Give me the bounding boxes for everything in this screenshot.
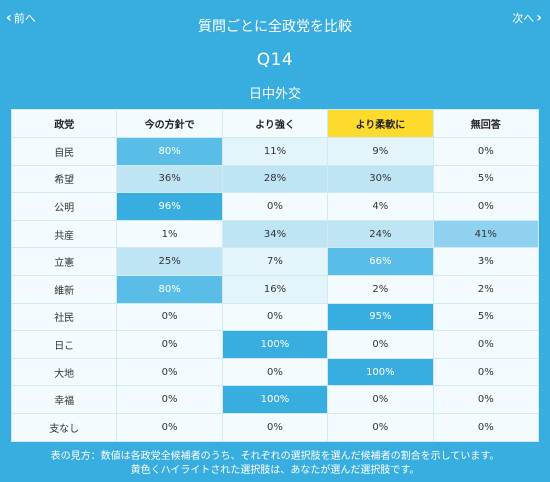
table-row: 日こ 0% 100% 0% 0%	[10, 330, 540, 359]
table-row: 共産 1% 34% 24% 41%	[10, 219, 540, 249]
table-row: 立憲 25% 7% 66% 3%	[10, 247, 540, 276]
percentage-cell: 2%	[432, 274, 540, 304]
party-name-cell: 維新	[10, 274, 118, 304]
percentage-cell: 25%	[116, 247, 223, 276]
question-number: Q14	[256, 50, 294, 70]
percentage-cell: 16%	[221, 274, 329, 304]
table-legend: 表の見方：数値は各政党全候補者のうち、それぞれの選択肢を選んだ候補者の割合を示し…	[0, 450, 550, 478]
percentage-cell: 80%	[116, 274, 223, 304]
percentage-cell: 96%	[116, 192, 223, 221]
results-table: 政党 今の方針で より強く より柔軟に 無回答 自民 80% 11% 9% 0% 希望 36…	[10, 109, 540, 442]
table-row: 社民 0% 0% 95% 5%	[10, 302, 540, 332]
column-header-current-policy: 今の方針で	[116, 109, 223, 138]
party-name-cell: 大地	[10, 357, 118, 387]
table-row: 支なし 0% 0% 0% 0%	[10, 412, 540, 442]
table-row: 希望 36% 28% 30% 5%	[10, 164, 540, 194]
percentage-cell: 9%	[327, 137, 434, 166]
percentage-cell: 30%	[327, 164, 434, 194]
percentage-cell: 24%	[327, 219, 434, 249]
percentage-cell: 0%	[116, 412, 223, 442]
party-name-cell: 公明	[10, 192, 118, 221]
percentage-cell: 41%	[432, 219, 540, 249]
table-header-row: 政党 今の方針で より強く より柔軟に 無回答	[10, 109, 540, 138]
percentage-cell: 0%	[432, 357, 540, 387]
percentage-cell: 0%	[327, 385, 434, 414]
percentage-cell: 0%	[116, 330, 223, 359]
percentage-cell: 66%	[327, 247, 434, 276]
table-row: 大地 0% 0% 100% 0%	[10, 357, 540, 387]
percentage-cell: 11%	[221, 137, 329, 166]
column-header-party: 政党	[10, 109, 118, 138]
percentage-cell: 0%	[116, 357, 223, 387]
legend-line-2: 黄色くハイライトされた選択肢は、あなたが選んだ選択肢です。	[130, 465, 420, 476]
percentage-cell: 5%	[432, 302, 540, 332]
percentage-cell: 0%	[327, 412, 434, 442]
question-topic: 日中外交	[248, 87, 301, 102]
table-row: 幸福 0% 100% 0% 0%	[10, 385, 540, 414]
next-button[interactable]: 次へ ›	[512, 10, 542, 26]
percentage-cell: 80%	[116, 137, 223, 166]
table-row: 公明 96% 0% 4% 0%	[10, 192, 540, 221]
top-bar: ‹ 前へ 質問ごとに全政党を比較 次へ ›	[0, 0, 550, 40]
percentage-cell: 2%	[327, 274, 434, 304]
column-header-stronger: より強く	[221, 109, 329, 138]
percentage-cell: 5%	[432, 164, 540, 194]
percentage-cell: 0%	[432, 192, 540, 221]
prev-button[interactable]: ‹ 前へ	[6, 10, 36, 26]
percentage-cell: 0%	[116, 302, 223, 332]
table-row: 維新 80% 16% 2% 2%	[10, 274, 540, 304]
percentage-cell: 1%	[116, 219, 223, 249]
percentage-cell: 0%	[432, 330, 540, 359]
percentage-cell: 4%	[327, 192, 434, 221]
percentage-cell: 0%	[432, 385, 540, 414]
percentage-cell: 36%	[116, 164, 223, 194]
percentage-cell: 100%	[221, 330, 329, 359]
chevron-right-icon: ›	[536, 10, 542, 26]
page-title: 質問ごとに全政党を比較	[198, 19, 352, 35]
percentage-cell: 95%	[327, 302, 434, 332]
party-name-cell: 支なし	[10, 412, 118, 442]
percentage-cell: 7%	[221, 247, 329, 276]
party-name-cell: 共産	[10, 219, 118, 249]
party-name-cell: 希望	[10, 164, 118, 194]
party-name-cell: 日こ	[10, 330, 118, 359]
chevron-left-icon: ‹	[6, 10, 12, 26]
party-name-cell: 社民	[10, 302, 118, 332]
percentage-cell: 0%	[432, 412, 540, 442]
percentage-cell: 0%	[327, 330, 434, 359]
column-header-more-flexible: より柔軟に	[327, 109, 434, 138]
percentage-cell: 0%	[221, 357, 329, 387]
table-row: 自民 80% 11% 9% 0%	[10, 137, 540, 166]
percentage-cell: 0%	[221, 192, 329, 221]
prev-label: 前へ	[13, 12, 36, 25]
percentage-cell: 28%	[221, 164, 329, 194]
percentage-cell: 0%	[432, 137, 540, 166]
percentage-cell: 0%	[221, 412, 329, 442]
legend-line-1: 表の見方：数値は各政党全候補者のうち、それぞれの選択肢を選んだ候補者の割合を示し…	[50, 451, 500, 462]
party-name-cell: 自民	[10, 137, 118, 166]
percentage-cell: 100%	[327, 357, 434, 387]
column-header-no-answer: 無回答	[432, 109, 540, 138]
party-name-cell: 立憲	[10, 247, 118, 276]
party-name-cell: 幸福	[10, 385, 118, 414]
next-label: 次へ	[512, 12, 535, 25]
percentage-cell: 100%	[221, 385, 329, 414]
percentage-cell: 34%	[221, 219, 329, 249]
percentage-cell: 0%	[221, 302, 329, 332]
percentage-cell: 0%	[116, 385, 223, 414]
percentage-cell: 3%	[432, 247, 540, 276]
